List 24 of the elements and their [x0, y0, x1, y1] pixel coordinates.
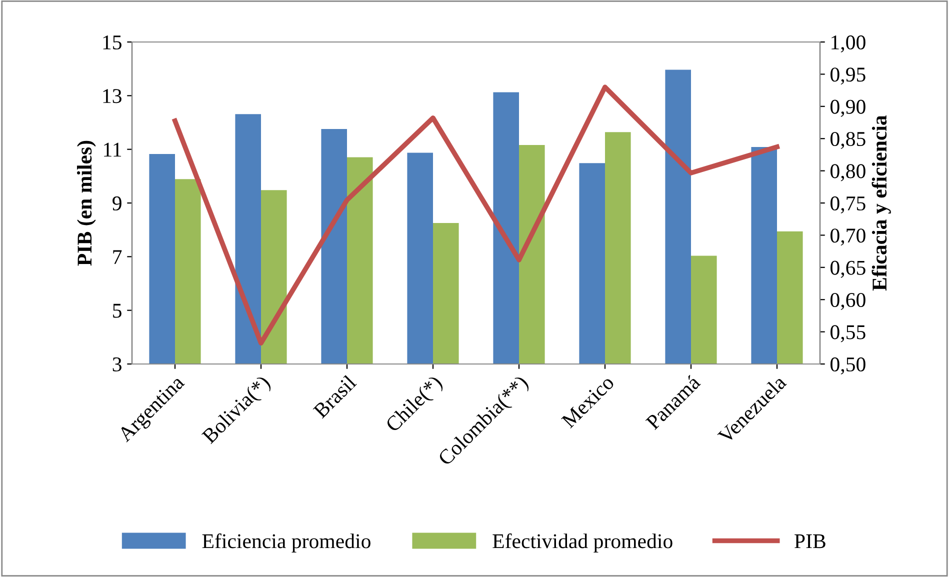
y2-tick-label: 0,95: [830, 68, 866, 85]
y-tick-label: 13: [103, 89, 122, 104]
y-tick-label: 11: [104, 142, 122, 157]
y2-tick-label: 0,55: [830, 325, 866, 342]
y-tick-label: 7: [113, 250, 122, 264]
y2-tick-label: 0,75: [830, 196, 866, 214]
line-series: [172, 84, 780, 346]
y2-tick-label: 0,60: [830, 292, 866, 310]
y2-tick-label: 0,90: [830, 100, 866, 117]
legend-label: Efectividad promedio: [492, 533, 672, 552]
legend-label: PIB: [794, 534, 826, 548]
y-tick-label: 3: [112, 357, 122, 372]
y2-tick-label: 1,00: [832, 35, 866, 52]
y-tick-label: 5: [113, 304, 122, 318]
y2-tick-label: 0,50: [830, 357, 866, 374]
y-axis-title: PIB (en miles): [76, 140, 96, 266]
legend-label: Eficiencia promedio: [202, 533, 370, 552]
y-tick-label: 15: [103, 35, 122, 50]
y2-tick-label: 0,70: [830, 228, 866, 246]
y2-axis-title: Eficacia y eficiencia: [872, 115, 891, 291]
y2-tick-label: 0,65: [830, 260, 866, 278]
y2-tick-label: 0,85: [830, 132, 866, 150]
y2-tick-label: 0,80: [830, 164, 866, 182]
y-tick-label: 9: [112, 196, 122, 210]
